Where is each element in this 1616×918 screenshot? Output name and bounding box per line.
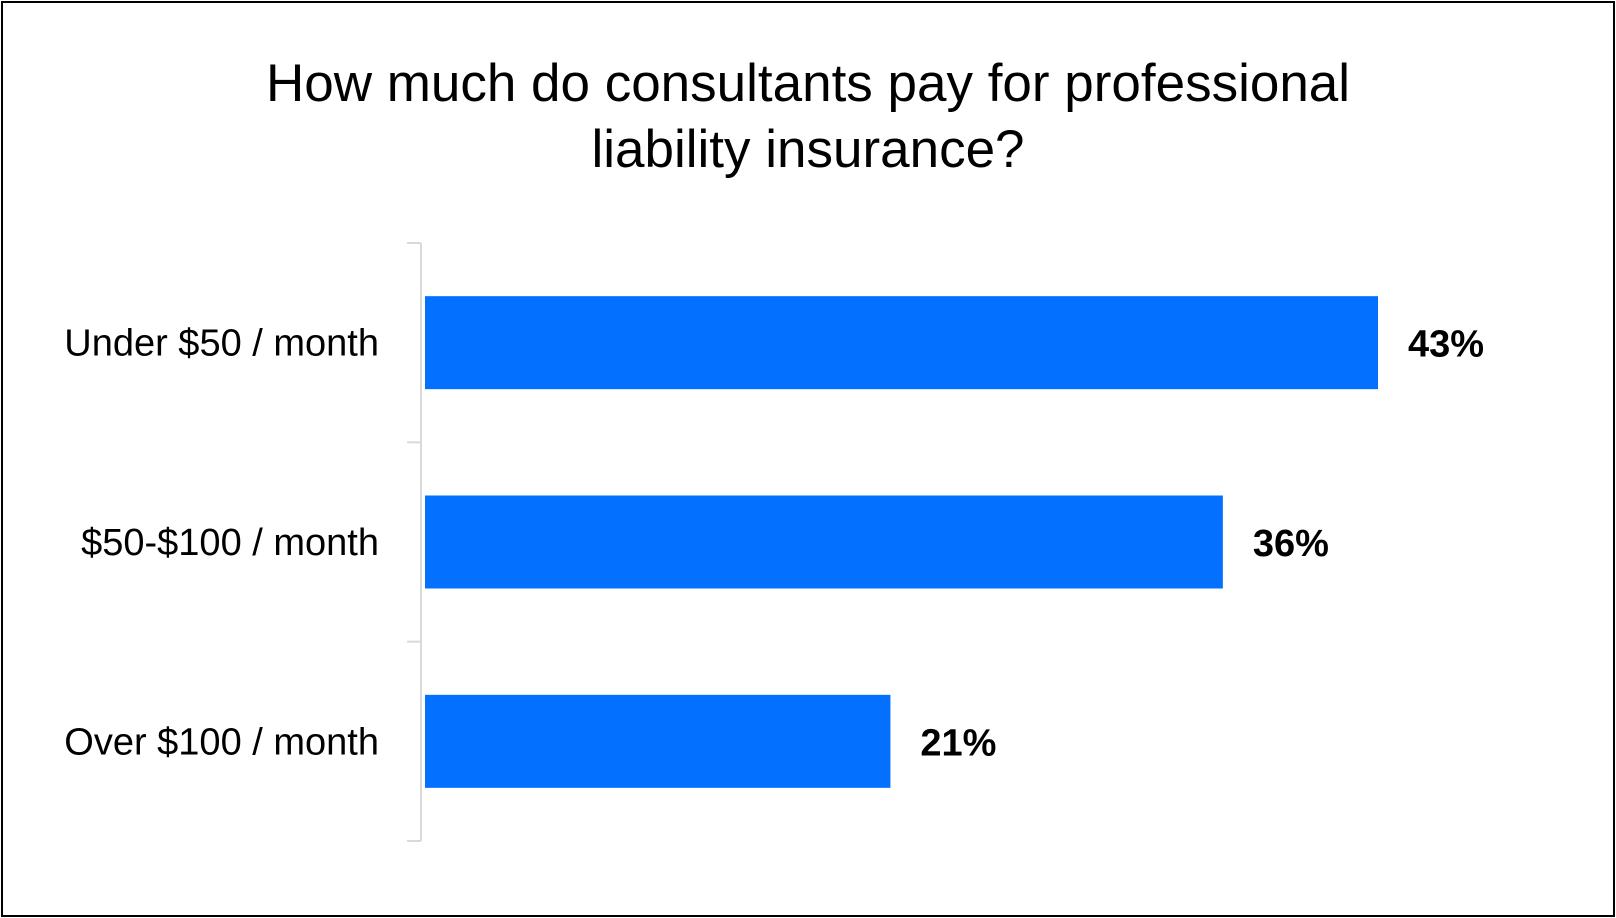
- bar-2: [425, 495, 1223, 589]
- bar-1: [425, 296, 1378, 390]
- category-label-3: Over $100 / month: [64, 721, 379, 763]
- value-label-3: 21%: [920, 722, 996, 764]
- value-label-2: 36%: [1253, 523, 1329, 565]
- chart-title: How much do consultants pay for professi…: [3, 51, 1613, 183]
- chart-title-line-2: liability insurance?: [591, 120, 1025, 179]
- category-label-1: Under $50 / month: [64, 323, 379, 365]
- value-label-1: 43%: [1408, 324, 1484, 366]
- bar-chart: Under $50 / month 43% $50-$100 / month 36% O…: [64, 242, 1484, 842]
- chart-title-line-1: How much do consultants pay for professi…: [265, 54, 1351, 113]
- bar-3: [425, 694, 891, 788]
- category-label-2: $50-$100 / month: [81, 522, 379, 564]
